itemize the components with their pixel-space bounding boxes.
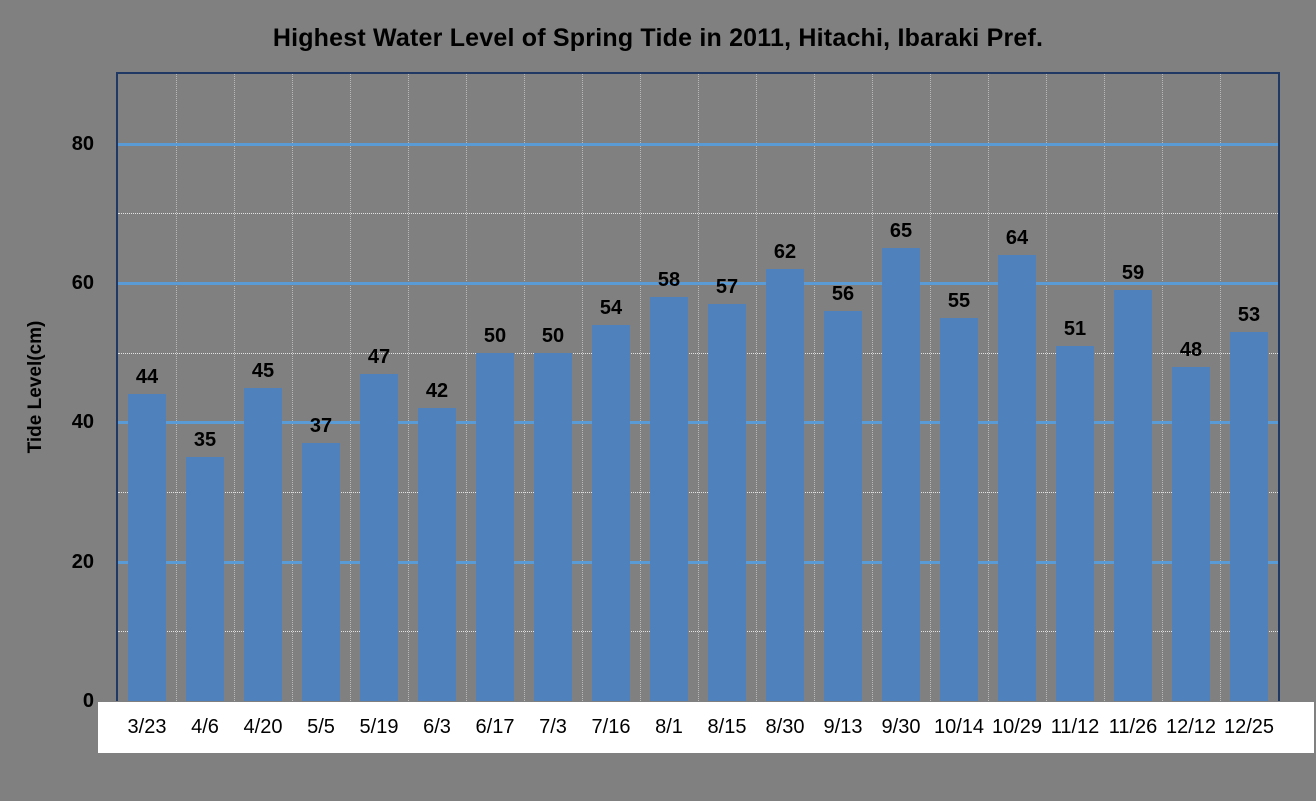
bar-value-label: 57 [715, 275, 739, 298]
vertical-gridline [292, 74, 293, 701]
bar [882, 248, 920, 701]
bar-value-label: 50 [483, 324, 507, 347]
vertical-gridline [176, 74, 177, 701]
vertical-gridline [1162, 74, 1163, 701]
vertical-gridline [1220, 74, 1221, 701]
major-gridline [118, 282, 1278, 285]
bar [128, 394, 166, 701]
plot-area: 44 35 45 37 47 42 50 50 54 58 57 62 56 65 55 64 51 59 48 53 [118, 74, 1278, 701]
vertical-gridline [1046, 74, 1047, 701]
x-tick-label: 7/16 [591, 716, 631, 738]
x-tick-label: 12/25 [1223, 716, 1275, 738]
vertical-gridline [466, 74, 467, 701]
vertical-gridline [930, 74, 931, 701]
vertical-gridline [814, 74, 815, 701]
vertical-gridline [872, 74, 873, 701]
bar-value-label: 58 [657, 268, 681, 291]
x-axis-label-strip: 3/23 4/6 4/20 5/5 5/19 6/3 6/17 7/3 7/16 8/1 8/15 8… [98, 702, 1314, 753]
bar [1114, 289, 1152, 701]
bar-value-label: 55 [947, 289, 971, 312]
x-tick-label: 4/6 [191, 716, 219, 738]
bar-value-label: 35 [193, 429, 217, 452]
x-tick-label: 5/19 [359, 716, 399, 738]
x-tick-label: 8/1 [655, 716, 683, 738]
x-tick-label: 9/13 [823, 716, 863, 738]
bar [476, 352, 514, 701]
x-tick-label: 11/12 [1050, 716, 1100, 738]
vertical-gridline [698, 74, 699, 701]
vertical-gridline [350, 74, 351, 701]
bar [302, 443, 340, 701]
y-tick-label: 80 [71, 132, 94, 155]
bar [998, 255, 1036, 701]
bar [1172, 366, 1210, 701]
minor-gridline [118, 631, 1278, 633]
bar-value-label: 47 [367, 345, 391, 368]
bar-value-label: 51 [1063, 317, 1087, 340]
major-gridline [118, 142, 1278, 146]
y-tick-label: 60 [71, 272, 94, 294]
bar-value-label: 53 [1237, 303, 1261, 326]
x-tick-label: 8/15 [707, 716, 747, 738]
vertical-gridline [582, 74, 583, 701]
x-tick-label: 9/30 [881, 716, 921, 738]
bar [708, 303, 746, 701]
bar [418, 408, 456, 701]
bar [534, 352, 572, 701]
x-tick-label: 6/3 [423, 716, 451, 738]
bar [766, 269, 804, 701]
bar-value-label: 42 [425, 380, 449, 403]
x-tick-label: 4/20 [243, 716, 283, 738]
vertical-gridline [234, 74, 235, 701]
vertical-gridline [988, 74, 989, 701]
bar-value-label: 64 [1005, 227, 1029, 250]
bar [592, 324, 630, 701]
major-gridline [118, 560, 1278, 564]
bar-value-label: 62 [773, 241, 797, 264]
minor-gridline [118, 352, 1278, 354]
x-tick-label: 10/29 [991, 716, 1043, 738]
y-tick-label: 0 [82, 690, 94, 712]
minor-gridline [118, 213, 1278, 215]
bar [1056, 345, 1094, 701]
bar-value-label: 44 [135, 366, 159, 389]
bar-value-label: 54 [599, 296, 623, 319]
plot-border [116, 72, 1280, 701]
x-tick-label: 3/23 [127, 716, 167, 738]
bar-value-label: 45 [251, 359, 275, 382]
y-tick-label: 40 [71, 411, 94, 434]
bar-value-label: 56 [831, 282, 855, 305]
bar [360, 373, 398, 701]
bar-value-label: 37 [309, 415, 333, 438]
bar [186, 457, 224, 701]
bar-value-label: 65 [889, 220, 913, 243]
x-tick-label: 10/14 [933, 716, 985, 738]
x-tick-label: 6/17 [475, 716, 515, 738]
vertical-gridline [524, 74, 525, 701]
major-gridline [118, 421, 1278, 425]
chart-title: Highest Water Level of Spring Tide in 20… [272, 24, 1044, 52]
bar-value-label: 50 [541, 324, 565, 347]
x-tick-label: 12/12 [1165, 716, 1217, 738]
bar [940, 317, 978, 701]
vertical-gridline [640, 74, 641, 701]
y-tick-label: 20 [71, 550, 94, 573]
bar [824, 310, 862, 701]
bar [244, 387, 282, 701]
x-tick-label: 5/5 [307, 716, 335, 738]
vertical-gridline [408, 74, 409, 701]
x-tick-label: 7/3 [539, 716, 567, 738]
minor-gridline [118, 492, 1278, 493]
bar [650, 296, 688, 701]
bar-value-label: 48 [1179, 338, 1203, 361]
bar [1230, 331, 1268, 701]
x-tick-label: 8/30 [765, 716, 805, 738]
bar-value-label: 59 [1121, 261, 1145, 284]
x-tick-label: 11/26 [1108, 716, 1158, 738]
vertical-gridline [756, 74, 757, 701]
vertical-gridline [1104, 74, 1105, 701]
